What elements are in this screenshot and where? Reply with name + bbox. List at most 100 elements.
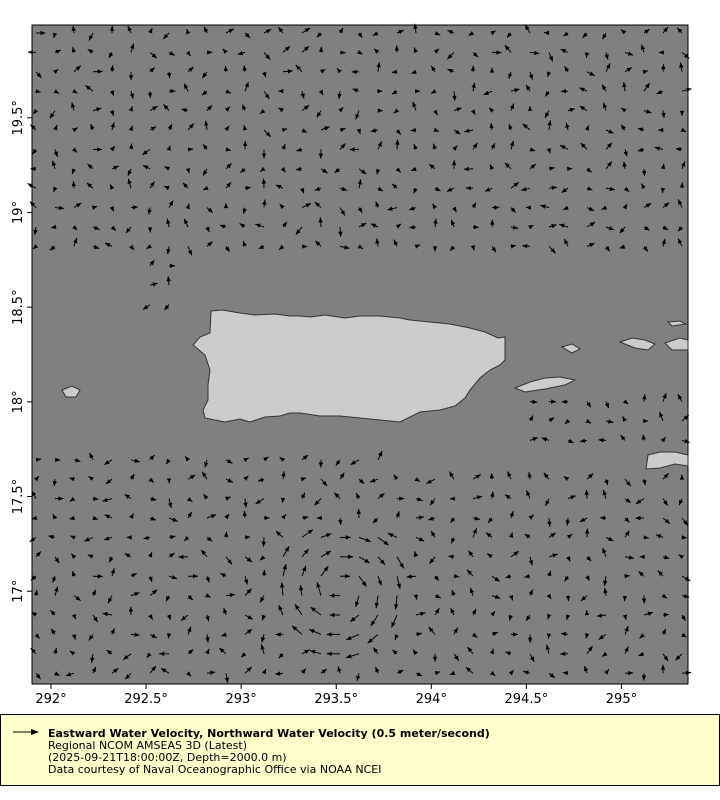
velocity-arrow (356, 508, 361, 519)
velocity-arrow (605, 142, 613, 150)
velocity-arrow (148, 477, 155, 483)
velocity-arrow (147, 226, 153, 233)
velocity-arrow (122, 653, 132, 661)
velocity-arrow (662, 517, 671, 525)
velocity-arrow (301, 649, 310, 655)
velocity-arrow (164, 166, 170, 171)
velocity-arrow (282, 45, 291, 53)
velocity-arrow (261, 537, 266, 547)
velocity-arrow (406, 574, 417, 579)
velocity-arrow (91, 666, 97, 674)
velocity-arrow (377, 450, 383, 461)
velocity-arrow (149, 126, 157, 131)
velocity-arrow (30, 575, 37, 581)
velocity-arrow (105, 478, 113, 485)
velocity-arrow (130, 632, 140, 637)
velocity-arrow (471, 202, 477, 208)
velocity-arrow (72, 225, 78, 231)
velocity-arrow (603, 587, 608, 596)
velocity-arrow (316, 110, 322, 118)
velocity-arrow (301, 202, 312, 209)
velocity-arrow (223, 203, 229, 209)
velocity-arrow (111, 165, 120, 170)
velocity-arrow (658, 50, 664, 55)
velocity-arrow (604, 401, 610, 409)
velocity-arrow (510, 207, 517, 213)
velocity-arrow (580, 142, 588, 150)
velocity-arrow (329, 612, 340, 618)
velocity-arrow (103, 536, 113, 541)
velocity-arrow (224, 246, 230, 253)
velocity-arrow (143, 535, 151, 540)
velocity-arrow (548, 246, 556, 254)
velocity-arrow (377, 556, 386, 566)
velocity-arrow (413, 187, 418, 194)
velocity-arrow (50, 628, 56, 635)
velocity-arrow (168, 88, 176, 94)
velocity-arrow (372, 517, 379, 524)
velocity-arrow (32, 108, 39, 115)
velocity-arrow (527, 472, 532, 480)
velocity-arrow (333, 492, 341, 499)
velocity-arrow (296, 147, 303, 152)
velocity-arrow (490, 491, 495, 499)
velocity-arrow (450, 537, 456, 544)
velocity-arrow (681, 161, 686, 169)
velocity-arrow (661, 593, 668, 599)
velocity-arrow (53, 124, 58, 131)
velocity-arrow (387, 532, 398, 538)
velocity-arrow (318, 459, 324, 468)
velocity-arrow (146, 652, 152, 658)
velocity-arrow (339, 50, 346, 55)
velocity-arrow (201, 90, 208, 96)
velocity-arrow (109, 184, 115, 190)
velocity-arrow (642, 479, 647, 486)
velocity-arrow (318, 217, 323, 228)
velocity-arrow (52, 32, 58, 39)
velocity-arrow (641, 595, 647, 604)
velocity-arrow (604, 52, 609, 60)
velocity-arrow (53, 68, 59, 75)
y-tick-label: 19.5° (11, 100, 26, 135)
velocity-arrow (142, 304, 151, 311)
velocity-arrow (320, 668, 328, 674)
velocity-arrow (149, 454, 155, 461)
velocity-arrow (638, 652, 645, 657)
velocity-arrow (586, 242, 595, 248)
velocity-arrow (415, 632, 422, 637)
velocity-arrow (528, 71, 534, 80)
velocity-arrow (605, 246, 611, 252)
velocity-arrow (27, 50, 37, 55)
velocity-map: 292° 292.5° 293° 293.5° 294° 294.5° 295° 19.5°… (11, 23, 692, 707)
velocity-arrow (604, 479, 609, 486)
velocity-arrow (510, 244, 516, 249)
velocity-arrow (658, 127, 664, 133)
velocity-arrow (414, 477, 421, 482)
velocity-arrow (49, 245, 56, 251)
velocity-arrow (681, 517, 689, 526)
velocity-arrow (109, 65, 115, 72)
velocity-arrow (565, 122, 570, 131)
velocity-arrow (450, 607, 455, 616)
velocity-arrow (566, 533, 573, 539)
velocity-arrow (643, 535, 649, 540)
velocity-arrow (320, 68, 326, 74)
velocity-arrow (643, 202, 652, 209)
velocity-arrow (659, 411, 664, 422)
velocity-arrow (375, 238, 380, 247)
velocity-arrow (257, 477, 265, 482)
velocity-arrow (485, 532, 493, 538)
velocity-arrow (586, 167, 592, 173)
velocity-arrow (472, 52, 479, 58)
velocity-arrow (358, 536, 371, 543)
velocity-arrow (560, 48, 569, 54)
velocity-arrow (567, 438, 574, 444)
velocity-arrow (187, 511, 193, 519)
velocity-arrow (579, 517, 588, 523)
velocity-arrow (282, 564, 287, 577)
x-tick-label: 295° (606, 692, 637, 707)
velocity-arrow (604, 668, 610, 675)
velocity-arrow (109, 25, 115, 34)
velocity-arrow (374, 595, 380, 609)
velocity-arrow (295, 166, 303, 172)
